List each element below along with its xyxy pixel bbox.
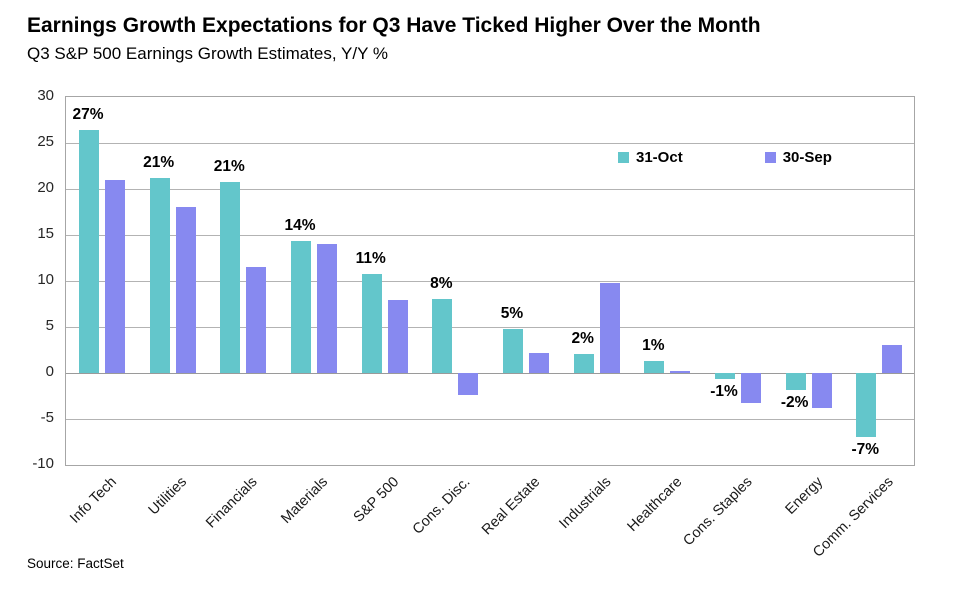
x-category-label-healthcare: Healthcare xyxy=(624,474,686,535)
data-label-financials: 21% xyxy=(213,157,245,175)
x-category-label-financials: Financials xyxy=(203,474,262,532)
bar-30-sep-healthcare xyxy=(670,371,691,373)
bar-30-sep-cons-disc xyxy=(458,373,479,396)
chart-title: Earnings Growth Expectations for Q3 Have… xyxy=(27,14,761,37)
bar-31-oct-industrials xyxy=(573,353,594,373)
bar-31-oct-s-p-500 xyxy=(361,273,382,373)
y-tick-label: 0 xyxy=(45,363,54,380)
bar-31-oct-materials xyxy=(291,240,311,373)
bar-31-oct-comm-services xyxy=(856,373,877,438)
legend-label-31-oct: 31-Oct xyxy=(636,149,683,166)
legend-item-31-oct: 31-Oct xyxy=(618,149,683,166)
x-category-label-cons-staples: Cons. Staples xyxy=(680,474,756,550)
y-tick-label: 20 xyxy=(37,179,54,196)
chart-subtitle: Q3 S&P 500 Earnings Growth Estimates, Y/… xyxy=(27,44,388,63)
data-label-comm-services: -7% xyxy=(851,441,880,459)
bar-31-oct-real-estate xyxy=(503,328,523,373)
bar-30-sep-financials xyxy=(246,267,267,373)
bar-31-oct-info-tech xyxy=(79,130,99,373)
x-category-label-utilities: Utilities xyxy=(145,474,191,519)
x-category-label-energy: Energy xyxy=(782,474,827,518)
source-note: Source: FactSet xyxy=(27,556,124,571)
bar-30-sep-comm-services xyxy=(882,345,903,373)
data-label-info-tech: 27% xyxy=(72,106,104,124)
bar-30-sep-info-tech xyxy=(105,179,125,373)
y-tick-label: 30 xyxy=(37,87,54,104)
bar-30-sep-energy xyxy=(811,373,832,408)
gridline xyxy=(66,143,914,144)
x-category-label-info-tech: Info Tech xyxy=(66,474,120,527)
legend: 31-Oct 30-Sep xyxy=(618,149,832,166)
legend-item-30-sep: 30-Sep xyxy=(764,149,832,166)
data-label-industrials: 2% xyxy=(571,329,594,347)
y-tick-label: 25 xyxy=(37,133,54,150)
y-tick-label: 15 xyxy=(37,225,54,242)
data-label-cons-staples: -1% xyxy=(710,383,738,401)
gridline xyxy=(66,281,914,282)
bar-30-sep-utilities xyxy=(175,207,196,373)
y-tick-label: 10 xyxy=(37,271,54,288)
data-label-s-p-500: 11% xyxy=(355,249,386,267)
legend-swatch-31-oct-icon xyxy=(618,152,629,163)
data-label-energy: -2% xyxy=(780,393,809,411)
x-category-label-s-p-500: S&P 500 xyxy=(350,474,403,526)
data-label-healthcare: 1% xyxy=(642,337,665,354)
gridline xyxy=(66,235,914,236)
bar-31-oct-utilities xyxy=(149,178,170,373)
bar-30-sep-industrials xyxy=(599,282,620,373)
data-label-real-estate: 5% xyxy=(500,304,524,322)
y-tick-label: 5 xyxy=(45,317,54,334)
bar-30-sep-s-p-500 xyxy=(387,300,408,373)
gridline xyxy=(66,419,914,420)
data-label-cons-disc: 8% xyxy=(430,274,453,292)
gridline xyxy=(66,189,914,190)
bar-31-oct-cons-staples xyxy=(715,373,735,380)
y-tick-label: -5 xyxy=(40,409,54,426)
x-category-label-real-estate: Real Estate xyxy=(479,474,544,539)
data-label-materials: 14% xyxy=(284,216,316,234)
x-category-label-cons-disc: Cons. Disc. xyxy=(409,474,474,538)
legend-swatch-30-sep-icon xyxy=(764,152,776,163)
zero-gridline xyxy=(66,373,914,374)
data-label-utilities: 21% xyxy=(143,154,175,171)
bar-31-oct-energy xyxy=(785,373,806,390)
y-tick-label: -10 xyxy=(32,455,54,472)
bar-31-oct-cons-disc xyxy=(432,298,453,373)
bar-30-sep-materials xyxy=(317,244,337,373)
legend-label-30-sep: 30-Sep xyxy=(782,149,832,166)
x-category-label-materials: Materials xyxy=(278,474,332,527)
bar-30-sep-real-estate xyxy=(529,352,549,373)
bar-31-oct-financials xyxy=(220,181,241,373)
bar-30-sep-cons-staples xyxy=(741,373,761,404)
bar-31-oct-healthcare xyxy=(644,361,665,373)
gridline xyxy=(66,327,914,328)
x-category-label-industrials: Industrials xyxy=(556,474,615,533)
